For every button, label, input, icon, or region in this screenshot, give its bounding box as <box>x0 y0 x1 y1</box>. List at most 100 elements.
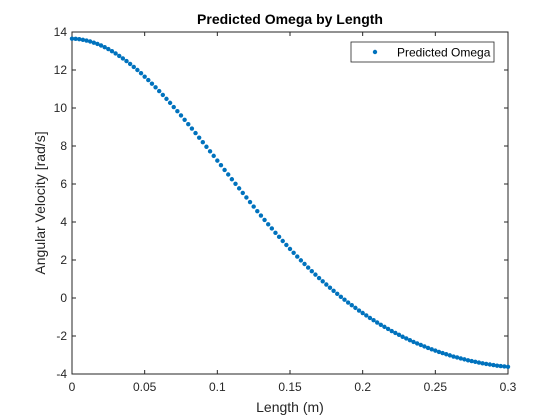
data-point <box>305 265 311 270</box>
data-point <box>258 213 264 218</box>
data-point <box>505 364 511 369</box>
data-point <box>73 36 78 42</box>
data-point <box>411 339 416 345</box>
data-point <box>487 362 493 367</box>
data-point <box>171 104 176 110</box>
data-point <box>400 334 405 339</box>
data-point <box>360 310 365 316</box>
chart-title: Predicted Omega by Length <box>197 11 383 27</box>
data-point <box>389 328 394 334</box>
data-point <box>378 322 384 327</box>
data-point <box>124 58 129 64</box>
data-point <box>331 288 336 293</box>
legend-marker <box>372 49 378 55</box>
data-point <box>120 56 126 61</box>
x-axis-label: Length (m) <box>256 399 324 415</box>
data-point <box>433 348 438 353</box>
data-point <box>335 291 340 297</box>
data-point <box>451 354 456 359</box>
data-point <box>458 356 463 361</box>
data-point <box>142 74 147 79</box>
data-point <box>226 172 231 177</box>
data-point <box>102 45 107 50</box>
data-point <box>465 358 471 363</box>
data-series-predicted-omega <box>69 36 511 369</box>
data-point <box>273 230 278 236</box>
data-point <box>109 48 115 54</box>
data-point <box>502 364 507 369</box>
y-tick-label: 10 <box>54 101 68 115</box>
data-point <box>484 361 489 367</box>
data-point <box>476 360 482 365</box>
data-point <box>469 358 474 364</box>
y-axis-label: Angular Velocity [rad/s] <box>32 131 48 274</box>
legend: Predicted Omega <box>350 41 495 63</box>
data-point <box>284 242 289 248</box>
x-tick-label: 0.05 <box>133 380 157 394</box>
data-point <box>316 275 322 281</box>
data-point <box>291 250 296 255</box>
data-point <box>175 109 180 114</box>
data-point <box>193 130 198 136</box>
data-point <box>324 282 329 287</box>
data-point <box>211 153 216 159</box>
data-point <box>91 40 97 45</box>
y-tick-label: -2 <box>56 329 67 343</box>
data-point <box>349 303 354 308</box>
data-point <box>87 39 93 44</box>
data-point <box>138 71 144 76</box>
data-point <box>407 337 413 343</box>
data-point <box>218 162 224 168</box>
data-point <box>233 181 238 187</box>
data-point <box>77 37 82 42</box>
y-tick-label: -4 <box>56 367 67 381</box>
data-point <box>356 308 362 313</box>
data-point <box>313 272 318 277</box>
data-point <box>414 341 420 346</box>
x-tick-label: 0 <box>69 380 76 394</box>
data-point <box>320 279 325 284</box>
data-point <box>436 349 442 355</box>
data-point <box>425 345 431 351</box>
data-point <box>95 41 100 47</box>
data-point <box>309 269 314 274</box>
data-point <box>385 326 391 332</box>
data-point <box>149 81 155 86</box>
data-point <box>382 324 387 330</box>
data-point <box>462 357 467 362</box>
data-point <box>298 258 304 263</box>
data-point <box>276 234 282 240</box>
data-point <box>480 361 485 366</box>
data-point <box>375 320 380 325</box>
data-point <box>167 100 173 106</box>
data-point <box>189 126 195 131</box>
data-point <box>215 158 220 163</box>
data-point <box>153 85 158 90</box>
data-point <box>345 300 351 305</box>
x-tick-label: 0.15 <box>278 380 302 394</box>
data-point <box>498 363 503 369</box>
data-point <box>244 195 249 200</box>
data-point <box>396 332 402 338</box>
data-point <box>157 88 162 94</box>
data-point <box>494 363 500 368</box>
data-point <box>454 355 460 360</box>
plot-area-frame <box>71 31 509 375</box>
x-tick-label: 0.25 <box>424 380 448 394</box>
data-point <box>255 208 260 214</box>
data-point <box>302 261 307 267</box>
data-point <box>196 135 202 140</box>
data-point <box>146 77 151 83</box>
data-point <box>160 92 166 98</box>
data-point <box>429 347 434 352</box>
data-point <box>404 336 409 341</box>
data-point <box>182 117 187 122</box>
data-point <box>338 294 344 300</box>
data-point <box>131 64 136 70</box>
data-point <box>135 67 140 73</box>
data-point <box>418 342 423 348</box>
x-tick-label: 0.1 <box>209 380 226 394</box>
data-point <box>84 38 89 43</box>
data-point <box>473 359 478 365</box>
